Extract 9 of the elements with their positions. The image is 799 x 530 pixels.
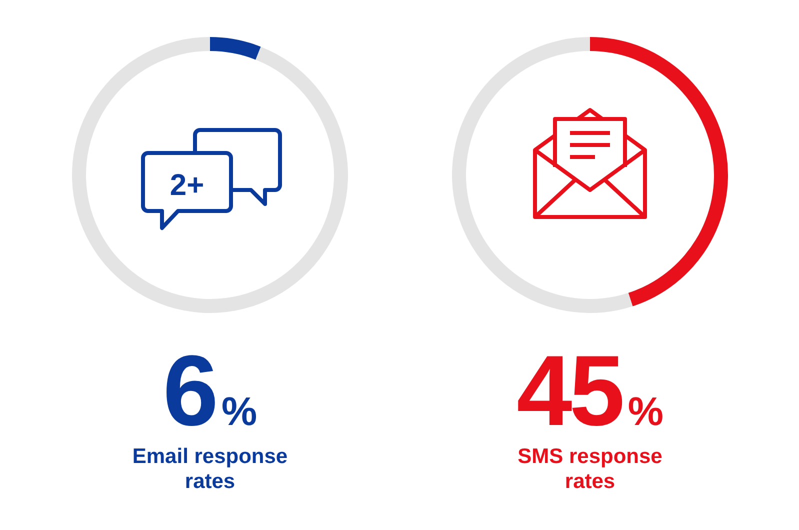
text: 2+ (170, 169, 204, 202)
donut-slice (452, 37, 633, 313)
text: 45% (516, 335, 664, 447)
donut-slice (210, 37, 261, 60)
donut-slice (590, 37, 728, 306)
text: 6% (162, 335, 258, 447)
donut-slice (72, 37, 348, 313)
text: SMS response rates (518, 445, 662, 493)
text: Email response rates (132, 445, 288, 493)
